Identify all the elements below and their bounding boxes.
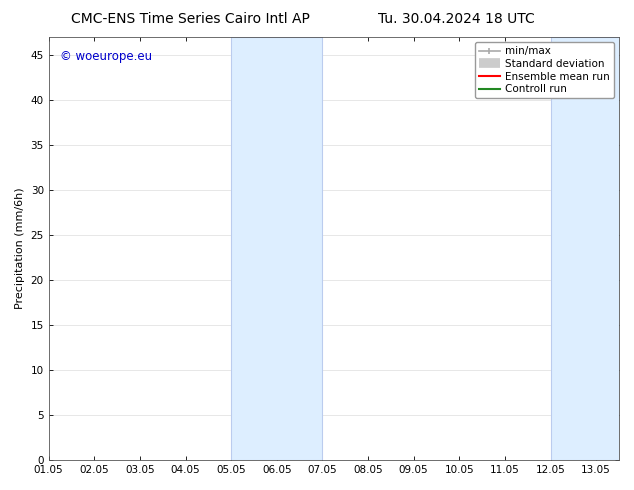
Bar (550, 37, 634, 460)
Text: Tu. 30.04.2024 18 UTC: Tu. 30.04.2024 18 UTC (378, 12, 535, 26)
Legend: min/max, Standard deviation, Ensemble mean run, Controll run: min/max, Standard deviation, Ensemble me… (475, 42, 614, 98)
Bar (231, 37, 323, 460)
Text: © woeurope.eu: © woeurope.eu (60, 50, 152, 63)
Text: CMC-ENS Time Series Cairo Intl AP: CMC-ENS Time Series Cairo Intl AP (71, 12, 309, 26)
Y-axis label: Precipitation (mm/6h): Precipitation (mm/6h) (15, 188, 25, 309)
